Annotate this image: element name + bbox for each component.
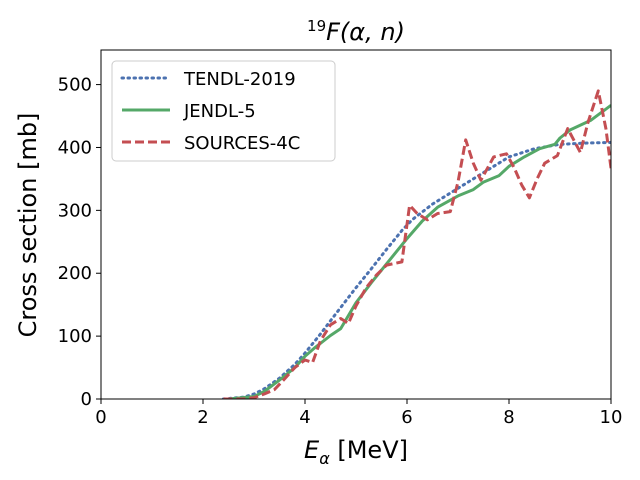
- y-tick-label: 400: [58, 137, 92, 158]
- series-line-sources-4c: [223, 89, 611, 399]
- legend-box: [111, 60, 336, 162]
- y-axis-label: Cross section [mb]: [14, 113, 42, 338]
- x-axis-label-symbol: E: [304, 436, 320, 464]
- x-tick-label: 2: [197, 407, 208, 428]
- x-axis-label: Eα [MeV]: [304, 436, 408, 468]
- y-tick-label: 100: [58, 326, 92, 347]
- x-tick-label: 4: [299, 407, 310, 428]
- legend: TENDL-2019 JENDL-5 SOURCES-4C: [111, 60, 336, 162]
- x-axis-label-subscript: α: [319, 449, 330, 468]
- chart-title: 19F(α, n): [307, 17, 405, 46]
- legend-label-tendl-2019: TENDL-2019: [183, 69, 296, 90]
- y-tick-label: 500: [58, 75, 92, 96]
- x-axis-label-unit: [MeV]: [330, 436, 408, 464]
- plot-frame: [100, 49, 612, 400]
- legend-label-jendl-5: JENDL-5: [183, 101, 256, 122]
- series-layer: [221, 89, 611, 399]
- chart-title-superscript: 19: [307, 17, 326, 35]
- series-line-jendl-5: [228, 104, 611, 399]
- y-tick-label: 300: [58, 200, 92, 221]
- x-axis: 0 2 4 6 8 10: [95, 399, 622, 428]
- y-tick-label: 200: [58, 263, 92, 284]
- x-tick-label: 10: [600, 407, 623, 428]
- x-tick-label: 8: [503, 407, 514, 428]
- series-line-tendl-2019: [221, 140, 611, 399]
- y-tick-label: 0: [81, 389, 92, 410]
- legend-label-sources-4c: SOURCES-4C: [184, 133, 300, 154]
- chart-title-main: F(α, n): [326, 18, 405, 46]
- y-axis: 0 100 200 300 400 500: [58, 75, 101, 410]
- x-tick-label: 6: [401, 407, 412, 428]
- x-tick-label: 0: [95, 407, 106, 428]
